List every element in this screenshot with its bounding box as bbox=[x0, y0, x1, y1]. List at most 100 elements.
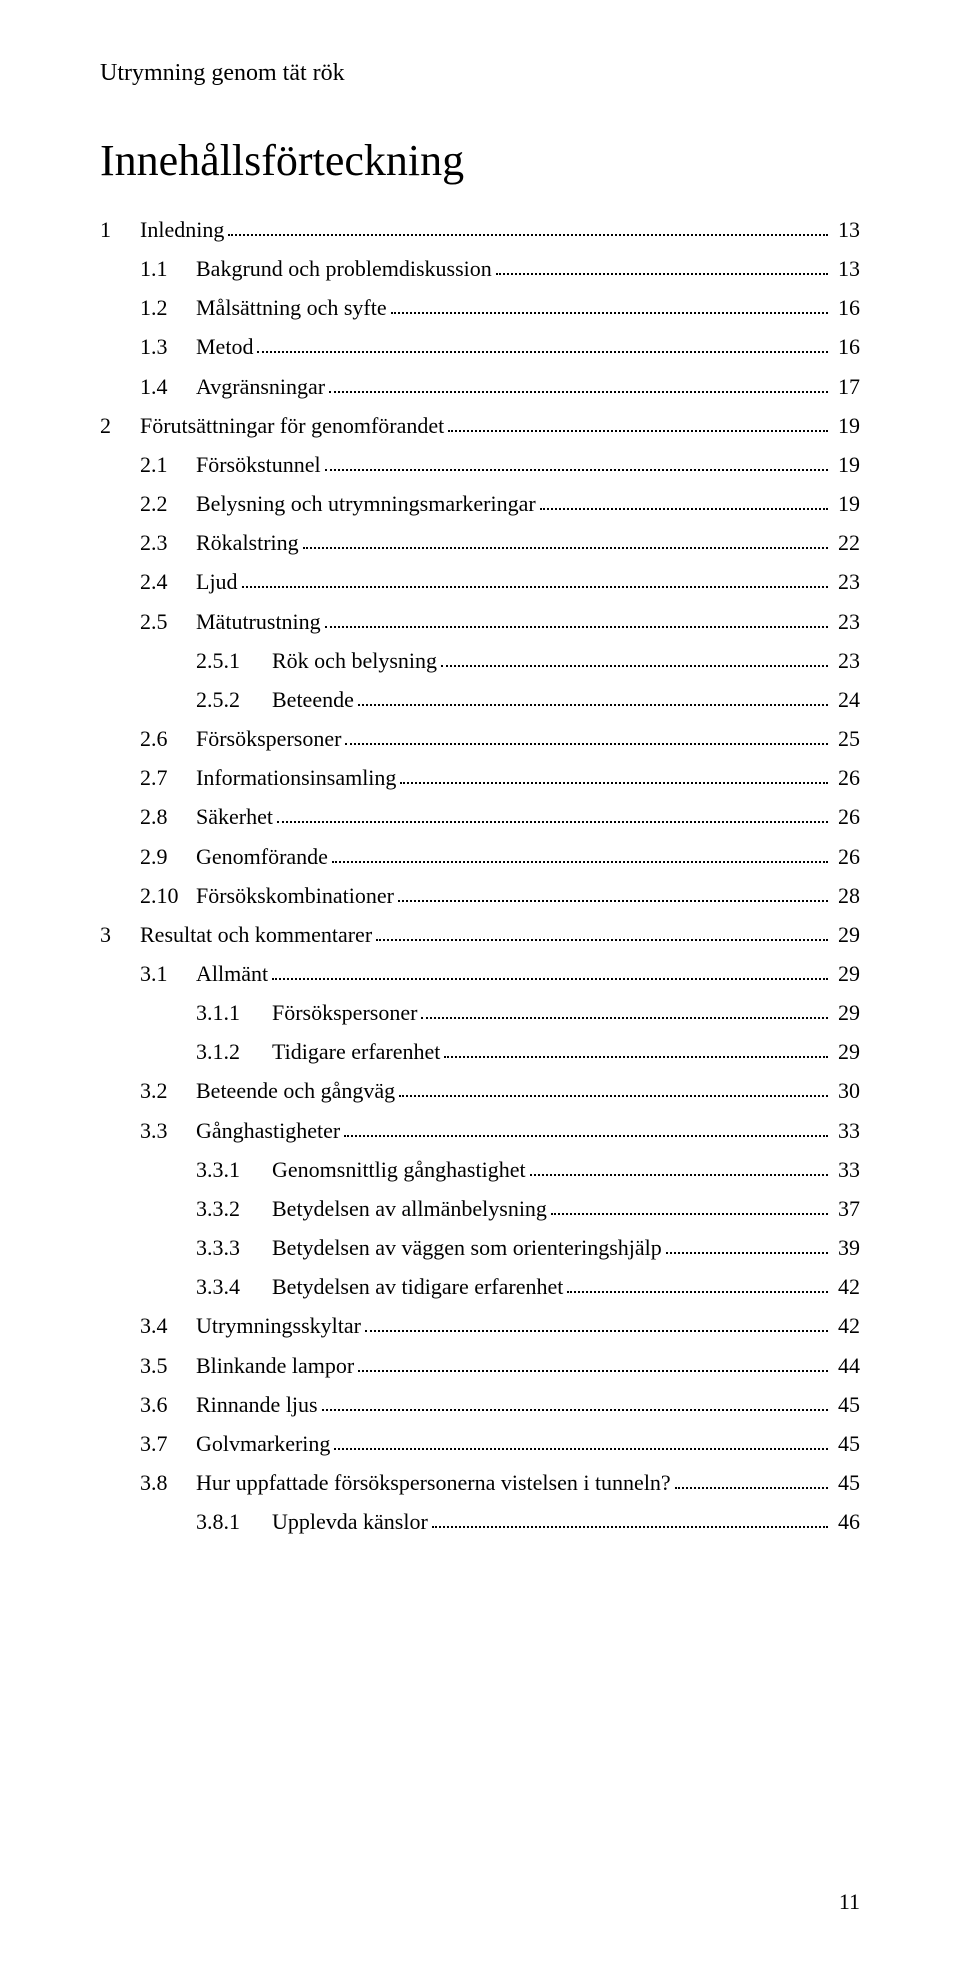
toc-row: 3.3Gånghastigheter33 bbox=[100, 1111, 860, 1150]
toc-entry-number: 3.6 bbox=[140, 1385, 196, 1424]
toc-entry-page: 16 bbox=[832, 288, 860, 327]
toc-leader-dots bbox=[345, 723, 828, 745]
toc-entry-label: Blinkande lampor bbox=[196, 1346, 354, 1385]
toc-row: 2.3Rökalstring22 bbox=[100, 523, 860, 562]
toc-leader-dots bbox=[322, 1389, 828, 1411]
toc-entry-label: Metod bbox=[196, 327, 253, 366]
toc-entry-label: Allmänt bbox=[196, 954, 268, 993]
toc-entry-number: 2.7 bbox=[140, 758, 196, 797]
toc-entry-page: 42 bbox=[832, 1306, 860, 1345]
toc-entry-page: 29 bbox=[832, 993, 860, 1032]
toc-leader-dots bbox=[334, 1428, 828, 1450]
toc-entry-label: Förutsättningar för genomförandet bbox=[140, 406, 444, 445]
toc-row: 2.1Försökstunnel 19 bbox=[100, 445, 860, 484]
toc-entry-page: 17 bbox=[832, 367, 860, 406]
toc-row: 1.1Bakgrund och problemdiskussion13 bbox=[100, 249, 860, 288]
toc-entry-number: 2.4 bbox=[140, 562, 196, 601]
toc-entry-label: Avgränsningar bbox=[196, 367, 325, 406]
toc-row: 3.8.1Upplevda känslor46 bbox=[100, 1502, 860, 1541]
toc-entry-number: 3.7 bbox=[140, 1424, 196, 1463]
toc-entry-number: 2.1 bbox=[140, 445, 196, 484]
toc-leader-dots bbox=[444, 1036, 828, 1058]
toc-entry-page: 37 bbox=[832, 1189, 860, 1228]
toc-leader-dots bbox=[358, 1350, 828, 1372]
toc-row: 2.9Genomförande26 bbox=[100, 837, 860, 876]
toc-leader-dots bbox=[376, 919, 828, 941]
toc-entry-number: 3.3.1 bbox=[196, 1150, 272, 1189]
toc-entry-number: 2 bbox=[100, 406, 140, 445]
toc-entry-label: Bakgrund och problemdiskussion bbox=[196, 249, 492, 288]
toc-row: 1.3Metod16 bbox=[100, 327, 860, 366]
toc-entry-label: Försökstunnel bbox=[196, 445, 321, 484]
toc-row: 2.10Försökskombinationer28 bbox=[100, 876, 860, 915]
toc-entry-label: Mätutrustning bbox=[196, 602, 321, 641]
toc-leader-dots bbox=[432, 1506, 828, 1528]
toc-leader-dots bbox=[398, 880, 828, 902]
toc-entry-label: Beteende och gångväg bbox=[196, 1071, 395, 1110]
toc-entry-number: 3.1.1 bbox=[196, 993, 272, 1032]
toc-leader-dots bbox=[358, 684, 828, 706]
toc-entry-label: Försökspersoner bbox=[272, 993, 417, 1032]
page-number: 11 bbox=[839, 1889, 860, 1915]
toc-entry-number: 2.5 bbox=[140, 602, 196, 641]
toc-entry-label: Betydelsen av allmänbelysning bbox=[272, 1189, 547, 1228]
toc-entry-page: 28 bbox=[832, 876, 860, 915]
toc-entry-number: 2.9 bbox=[140, 837, 196, 876]
toc-entry-page: 13 bbox=[832, 210, 860, 249]
toc-entry-label: Hur uppfattade försökspersonerna vistels… bbox=[196, 1463, 671, 1502]
toc-row: 2.8Säkerhet 26 bbox=[100, 797, 860, 836]
toc-entry-page: 25 bbox=[832, 719, 860, 758]
toc-row: 2.5.2Beteende24 bbox=[100, 680, 860, 719]
toc-entry-number: 3.3 bbox=[140, 1111, 196, 1150]
toc-entry-label: Genomförande bbox=[196, 837, 328, 876]
toc-row: 1.2Målsättning och syfte16 bbox=[100, 288, 860, 327]
toc-entry-page: 45 bbox=[832, 1463, 860, 1502]
toc-leader-dots bbox=[257, 332, 828, 354]
toc-row: 3.2Beteende och gångväg30 bbox=[100, 1071, 860, 1110]
toc-row: 3.5Blinkande lampor44 bbox=[100, 1346, 860, 1385]
toc-entry-number: 3.8.1 bbox=[196, 1502, 272, 1541]
toc-entry-page: 23 bbox=[832, 641, 860, 680]
toc-entry-number: 1 bbox=[100, 210, 140, 249]
toc-entry-page: 19 bbox=[832, 445, 860, 484]
toc-leader-dots bbox=[441, 645, 828, 667]
toc-row: 3.7Golvmarkering45 bbox=[100, 1424, 860, 1463]
toc-entry-number: 3.3.3 bbox=[196, 1228, 272, 1267]
toc-entry-number: 1.1 bbox=[140, 249, 196, 288]
toc-entry-label: Utrymningsskyltar bbox=[196, 1306, 361, 1345]
toc-entry-number: 2.3 bbox=[140, 523, 196, 562]
toc-entry-label: Försökspersoner bbox=[196, 719, 341, 758]
toc-leader-dots bbox=[567, 1271, 828, 1293]
toc-row: 2.5Mätutrustning23 bbox=[100, 602, 860, 641]
toc-entry-page: 26 bbox=[832, 758, 860, 797]
toc-entry-label: Betydelsen av väggen som orienteringshjä… bbox=[272, 1228, 662, 1267]
toc-entry-page: 45 bbox=[832, 1424, 860, 1463]
toc-entry-label: Informationsinsamling bbox=[196, 758, 396, 797]
toc-entry-page: 33 bbox=[832, 1111, 860, 1150]
toc-entry-page: 26 bbox=[832, 797, 860, 836]
toc-entry-label: Rinnande ljus bbox=[196, 1385, 318, 1424]
toc-entry-page: 22 bbox=[832, 523, 860, 562]
toc-row: 2.5.1Rök och belysning23 bbox=[100, 641, 860, 680]
toc-entry-number: 2.10 bbox=[140, 876, 196, 915]
toc-entry-number: 2.8 bbox=[140, 797, 196, 836]
toc-entry-number: 3.3.2 bbox=[196, 1189, 272, 1228]
toc-entry-label: Målsättning och syfte bbox=[196, 288, 387, 327]
toc-entry-number: 3 bbox=[100, 915, 140, 954]
toc-entry-page: 46 bbox=[832, 1502, 860, 1541]
toc-entry-number: 3.4 bbox=[140, 1306, 196, 1345]
toc-leader-dots bbox=[666, 1232, 828, 1254]
toc-leader-dots bbox=[399, 1076, 828, 1098]
toc-entry-label: Rök och belysning bbox=[272, 641, 437, 680]
toc-leader-dots bbox=[277, 802, 828, 824]
toc-row: 3Resultat och kommentarer29 bbox=[100, 915, 860, 954]
toc-row: 3.3.2Betydelsen av allmänbelysning 37 bbox=[100, 1189, 860, 1228]
toc-entry-number: 2.2 bbox=[140, 484, 196, 523]
toc-entry-label: Säkerhet bbox=[196, 797, 273, 836]
toc-entry-page: 29 bbox=[832, 954, 860, 993]
table-of-contents: 1Inledning131.1Bakgrund och problemdisku… bbox=[100, 210, 860, 1541]
toc-leader-dots bbox=[551, 1193, 828, 1215]
toc-entry-page: 16 bbox=[832, 327, 860, 366]
toc-row: 3.3.1Genomsnittlig gånghastighet33 bbox=[100, 1150, 860, 1189]
toc-row: 3.3.3Betydelsen av väggen som orienterin… bbox=[100, 1228, 860, 1267]
